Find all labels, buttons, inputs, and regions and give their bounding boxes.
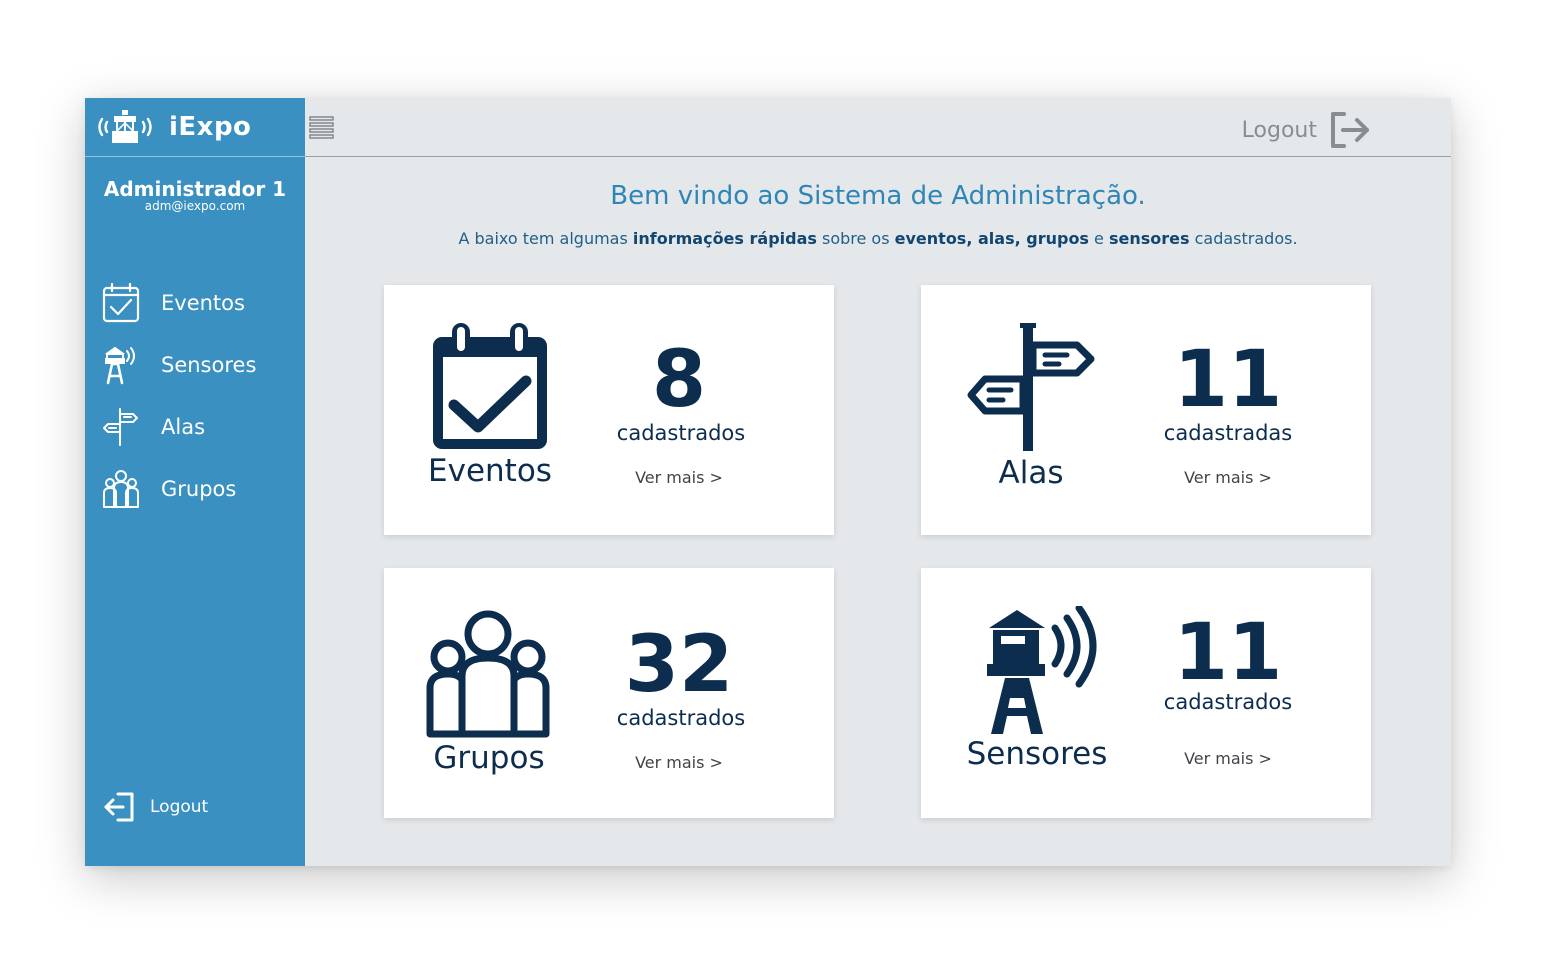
brand-name: iExpo	[169, 112, 252, 142]
card-sub: cadastradas	[1163, 421, 1293, 445]
sidebar-item-sensores[interactable]: Sensores	[85, 345, 305, 385]
card-label: Sensores	[966, 736, 1108, 772]
subtitle-strong: alas	[977, 229, 1015, 248]
subtitle-strong: eventos	[894, 229, 967, 248]
card-sub: cadastrados	[1163, 690, 1293, 714]
user-email: adm@iexpo.com	[144, 199, 246, 213]
people-group-icon	[103, 470, 139, 508]
sidebar-item-label: Alas	[161, 415, 206, 439]
card-label: Eventos	[428, 453, 552, 489]
subtitle-text: sobre os	[816, 229, 895, 248]
app-window: iExpo Administrador 1 adm@iexpo.com Even…	[85, 98, 1451, 866]
lighthouse-signal-icon	[104, 346, 135, 385]
card-label: Alas	[998, 455, 1064, 491]
page-subtitle: A baixo tem algumas informações rápidas …	[305, 229, 1451, 248]
logout-icon	[1331, 112, 1369, 148]
sidebar-item-label: Grupos	[161, 477, 237, 501]
calendar-check-icon	[433, 323, 547, 449]
subtitle-text: A baixo tem algumas	[458, 229, 633, 248]
lighthouse-signal-icon	[987, 606, 1097, 734]
page-title: Bem vindo ao Sistema de Administração.	[610, 181, 1146, 211]
sidebar-item-grupos[interactable]: Grupos	[85, 469, 305, 509]
people-group-icon	[426, 610, 550, 738]
sidebar-item-eventos[interactable]: Eventos	[85, 283, 305, 323]
ver-mais-link[interactable]: Ver mais >	[635, 753, 723, 772]
subtitle-text: cadastrados.	[1189, 229, 1298, 248]
hamburger-icon[interactable]	[309, 115, 334, 139]
signpost-icon	[103, 408, 138, 446]
logout-icon	[104, 792, 134, 822]
sidebar-logout-button[interactable]: Logout	[102, 790, 208, 824]
sidebar-nav: Eventos Sensores	[85, 283, 305, 509]
sidebar-item-label: Sensores	[161, 353, 257, 377]
card-count: 11	[1173, 335, 1283, 425]
subtitle-text: e	[1088, 229, 1109, 248]
brand[interactable]: iExpo	[85, 98, 305, 157]
subtitle-strong: ,	[966, 229, 978, 248]
top-logout-button[interactable]: Logout	[1242, 110, 1373, 150]
subtitle-strong: sensores	[1108, 229, 1190, 248]
ver-mais-link[interactable]: Ver mais >	[635, 468, 723, 487]
card-sensores: Sensores 11 cadastrados Ver mais >	[921, 568, 1371, 818]
card-sub: cadastrados	[616, 706, 746, 730]
sidebar-logout-label: Logout	[150, 797, 209, 817]
ver-mais-link[interactable]: Ver mais >	[1184, 749, 1272, 768]
card-count: 8	[651, 335, 707, 425]
user-info: Administrador 1 adm@iexpo.com	[85, 177, 305, 213]
card-sub: cadastrados	[616, 421, 746, 445]
signpost-icon	[967, 323, 1095, 451]
top-logout-label: Logout	[1241, 117, 1317, 143]
calendar-check-icon	[102, 283, 140, 323]
user-name: Administrador 1	[103, 177, 287, 201]
subtitle-strong: informações rápidas	[632, 229, 817, 248]
card-count: 11	[1173, 608, 1283, 698]
top-bar: Logout	[305, 98, 1451, 157]
card-alas: Alas 11 cadastradas Ver mais >	[921, 285, 1371, 535]
main-content: Bem vindo ao Sistema de Administração. A…	[305, 157, 1451, 866]
sidebar: iExpo Administrador 1 adm@iexpo.com Even…	[85, 98, 305, 866]
subtitle-strong: grupos	[1026, 229, 1089, 248]
card-count: 32	[624, 620, 734, 710]
ver-mais-link[interactable]: Ver mais >	[1184, 468, 1272, 487]
sidebar-item-alas[interactable]: Alas	[85, 407, 305, 447]
sidebar-item-label: Eventos	[161, 291, 245, 315]
brand-tower-icon	[98, 110, 152, 143]
card-label: Grupos	[433, 740, 545, 776]
subtitle-strong: ,	[1014, 229, 1027, 248]
card-grupos: Grupos 32 cadastrados Ver mais >	[384, 568, 834, 818]
card-eventos: Eventos 8 cadastrados Ver mais >	[384, 285, 834, 535]
